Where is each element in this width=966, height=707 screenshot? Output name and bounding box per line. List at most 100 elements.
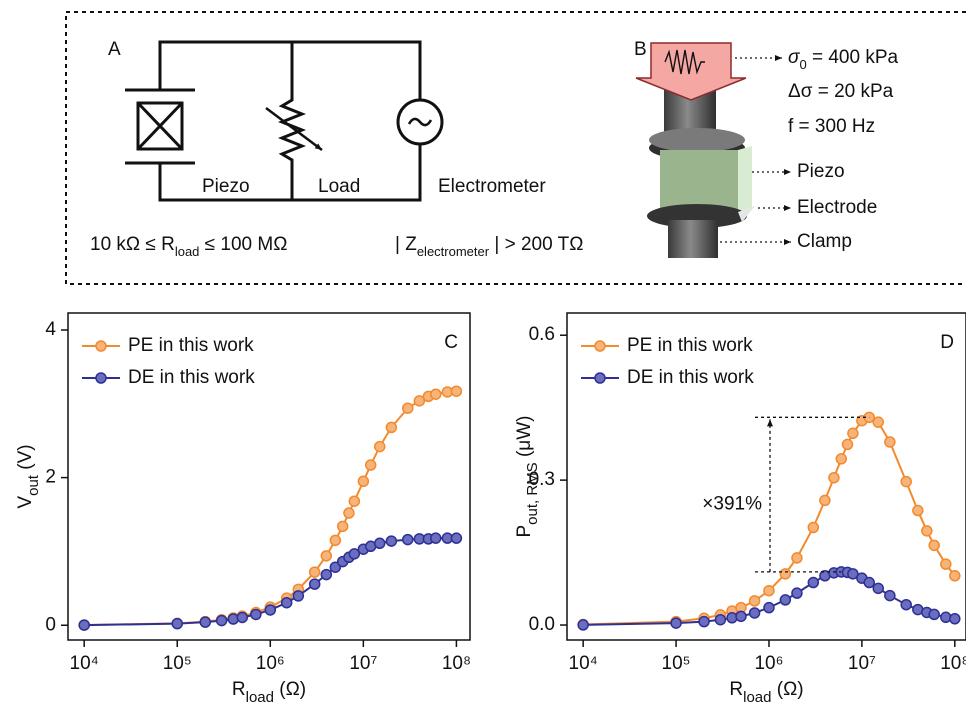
legend-label: PE in this work bbox=[627, 335, 753, 356]
x-tick-label: 10⁴ bbox=[70, 653, 99, 674]
data-point bbox=[217, 616, 227, 626]
force-arrow bbox=[636, 43, 746, 100]
data-point bbox=[808, 522, 818, 532]
data-point bbox=[172, 619, 182, 629]
data-point bbox=[950, 614, 960, 624]
y-tick-label: 2 bbox=[45, 467, 56, 488]
data-point bbox=[820, 495, 830, 505]
stack-diagram: B σ0 = 400 kPa Δσ = 20 kPa f = 300 Hz Pi… bbox=[634, 39, 899, 258]
data-point bbox=[265, 605, 275, 615]
data-point bbox=[901, 477, 911, 487]
data-point bbox=[792, 588, 802, 598]
x-axis-title: Rload (Ω) bbox=[232, 679, 306, 706]
text-part: ≤ 100 MΩ bbox=[199, 234, 287, 255]
text-sub: 0 bbox=[799, 57, 806, 72]
text-part: (Ω) bbox=[274, 679, 306, 700]
legend-label: DE in this work bbox=[128, 367, 255, 388]
text-sub: load bbox=[175, 244, 200, 259]
x-tick-label: 10⁵ bbox=[163, 653, 192, 674]
data-point bbox=[901, 600, 911, 610]
data-point bbox=[200, 617, 210, 627]
clamp-label: Clamp bbox=[797, 231, 852, 252]
data-point bbox=[671, 618, 681, 628]
data-point bbox=[829, 473, 839, 483]
data-point bbox=[913, 506, 923, 516]
text-part: | > 200 TΩ bbox=[489, 234, 583, 255]
legend-marker bbox=[96, 373, 106, 383]
data-point bbox=[431, 389, 441, 399]
electrometer-label: Electrometer bbox=[438, 176, 546, 197]
y-tick-label: 0 bbox=[45, 614, 56, 635]
data-point bbox=[950, 571, 960, 581]
piezo-cross bbox=[138, 103, 182, 149]
load-range: 10 kΩ ≤ Rload ≤ 100 MΩ bbox=[90, 234, 287, 259]
data-point bbox=[780, 569, 790, 579]
data-point bbox=[344, 508, 354, 518]
data-point bbox=[922, 526, 932, 536]
data-point bbox=[808, 578, 818, 588]
data-point bbox=[282, 598, 292, 608]
annotation: ×391% bbox=[702, 494, 762, 515]
amplitude-label: Δσ = 20 kPa bbox=[788, 81, 894, 102]
data-point bbox=[764, 603, 774, 613]
data-point bbox=[750, 608, 760, 618]
figure: A Piezo Load Electrometer 10 kΩ ≤ Rload … bbox=[0, 0, 966, 707]
data-point bbox=[321, 570, 331, 580]
x-tick-label: 10⁷ bbox=[848, 653, 876, 674]
legend-marker bbox=[595, 341, 605, 351]
panel-label: C bbox=[444, 332, 458, 353]
text-sub: out bbox=[25, 474, 42, 496]
x-axis-title: Rload (Ω) bbox=[729, 679, 803, 706]
data-point bbox=[375, 538, 385, 548]
data-point bbox=[451, 386, 461, 396]
data-point bbox=[578, 620, 588, 630]
panel-label: A bbox=[108, 39, 121, 60]
data-point bbox=[79, 620, 89, 630]
data-point bbox=[321, 551, 331, 561]
data-point bbox=[873, 417, 883, 427]
text-part: = 400 kPa bbox=[807, 47, 899, 68]
legend-marker bbox=[595, 373, 605, 383]
data-point bbox=[780, 595, 790, 605]
data-point bbox=[842, 439, 852, 449]
top-flange bbox=[649, 128, 745, 152]
page: A Piezo Load Electrometer 10 kΩ ≤ Rload … bbox=[0, 0, 966, 707]
load-label: Load bbox=[318, 176, 360, 197]
data-point bbox=[293, 591, 303, 601]
circuit: A Piezo Load Electrometer 10 kΩ ≤ Rload … bbox=[90, 39, 583, 259]
text-sub: out, RMS bbox=[524, 462, 541, 525]
data-point bbox=[873, 583, 883, 593]
data-point bbox=[310, 567, 320, 577]
plot-frame bbox=[68, 313, 470, 640]
data-point bbox=[237, 612, 247, 622]
data-point bbox=[451, 533, 461, 543]
data-point bbox=[386, 422, 396, 432]
piezo-side bbox=[738, 146, 752, 216]
data-point bbox=[885, 437, 895, 447]
x-tick-label: 10⁸ bbox=[442, 653, 471, 674]
data-point bbox=[386, 536, 396, 546]
data-point bbox=[375, 442, 385, 452]
data-point bbox=[251, 609, 261, 619]
data-point bbox=[330, 535, 340, 545]
text-part: V bbox=[15, 496, 36, 509]
data-point bbox=[848, 428, 858, 438]
legend-marker bbox=[96, 341, 106, 351]
text-part: | Z bbox=[395, 234, 417, 255]
data-point bbox=[403, 535, 413, 545]
y-tick-label: 0.0 bbox=[529, 614, 555, 635]
wire bbox=[160, 42, 420, 200]
frequency-label: f = 300 Hz bbox=[788, 116, 875, 137]
data-point bbox=[885, 591, 895, 601]
ac-symbol bbox=[409, 119, 431, 125]
data-point bbox=[403, 403, 413, 413]
data-point bbox=[358, 476, 368, 486]
text-part: (Ω) bbox=[771, 679, 803, 700]
series-line bbox=[583, 572, 955, 625]
series-line bbox=[84, 391, 456, 625]
data-point bbox=[699, 617, 709, 627]
text-part: (μW) bbox=[514, 415, 535, 462]
data-point bbox=[338, 521, 348, 531]
text-part: R bbox=[729, 679, 743, 700]
text-part: 10 kΩ ≤ R bbox=[90, 234, 175, 255]
